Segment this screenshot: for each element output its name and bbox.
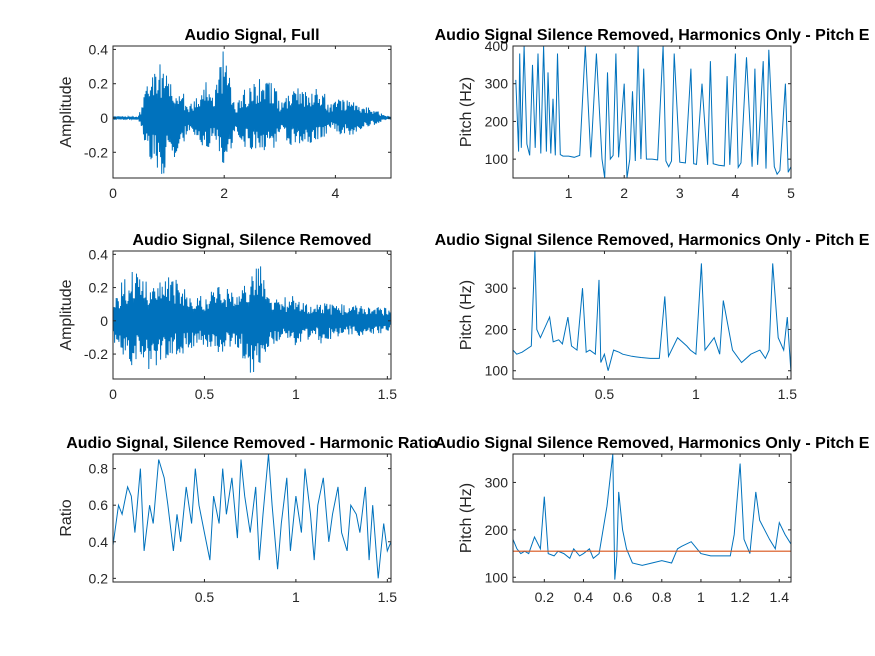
y-tick-label: 200 — [485, 113, 509, 129]
x-tick-label: 0.6 — [613, 589, 633, 605]
x-tick-label: 1 — [292, 386, 300, 402]
series-line — [515, 46, 791, 178]
y-tick-label: 200 — [485, 321, 509, 337]
x-tick-label: 1.5 — [778, 386, 798, 402]
plot-content — [513, 454, 791, 580]
plot-title: Audio Signal, Silence Removed - Harmonic… — [66, 435, 438, 452]
x-tick-label: 0.8 — [652, 589, 672, 605]
plot-content — [113, 266, 391, 373]
plot-area — [513, 454, 791, 582]
axes-box — [112, 453, 392, 583]
subplot-4: 0.5 1 1.5 300 200 100 Pitch (Hz) Audio Signal S… — [435, 232, 870, 402]
x-tick-label: 4 — [732, 185, 740, 201]
y-tick-label: 0.2 — [89, 570, 109, 586]
y-tick-label: 0.2 — [89, 280, 109, 296]
x-tick-label: 1.5 — [378, 386, 398, 402]
signal-waveform — [113, 266, 391, 373]
y-axis-label: Ratio — [58, 499, 75, 536]
y-tick-label: 300 — [485, 474, 509, 490]
x-tick-label: 5 — [787, 185, 795, 201]
signal-waveform — [113, 51, 391, 174]
x-tick-label: 0.2 — [535, 589, 555, 605]
y-tick-label: 0.4 — [89, 534, 109, 550]
subplot-2: 1 2 3 4 5 400 300 200 100 Pitch (Hz) Audio Signal … — [435, 27, 870, 201]
y-tick-label: 100 — [485, 151, 509, 167]
axes-box — [512, 453, 792, 583]
y-tick-label: 0 — [100, 110, 108, 126]
x-tick-label: 0.4 — [574, 589, 594, 605]
y-tick-label: 100 — [485, 569, 509, 585]
y-tick-label: 0.4 — [89, 41, 109, 57]
y-tick-label: 200 — [485, 522, 509, 538]
x-tick-label: 2 — [220, 185, 228, 201]
plot-content — [513, 251, 791, 373]
plot-content — [515, 46, 791, 178]
axes-box — [512, 250, 792, 380]
subplot-1: 0 2 4 0.4 0.2 0 -0.2 Amplitude Audio Signal, Ful… — [58, 27, 392, 201]
series-line — [113, 454, 391, 579]
y-axis-label: Amplitude — [58, 76, 75, 147]
x-tick-label: 1.4 — [770, 589, 790, 605]
plot-title: Audio Signal, Silence Removed — [132, 232, 371, 249]
plot-title: Audio Signal Silence Removed, Harmonics … — [435, 435, 870, 452]
x-tick-label: 0 — [109, 185, 117, 201]
subplot-6: 0.2 0.4 0.6 0.8 1 1.2 1.4 300 200 100 Pitch (Hz) Au… — [435, 435, 870, 605]
y-axis-label: Pitch (Hz) — [458, 77, 475, 147]
subplot-5: 0.5 1 1.5 0.8 0.6 0.4 0.2 Ratio Audio Signal, Si… — [58, 435, 438, 605]
subplot-3: 0 0.5 1 1.5 0.4 0.2 0 -0.2 Amplitude Audio Signal… — [58, 232, 397, 402]
x-tick-label: 1 — [565, 185, 573, 201]
axes-box — [112, 45, 392, 179]
plot-content — [113, 51, 391, 174]
y-tick-label: -0.2 — [84, 346, 108, 362]
axes-box — [512, 45, 792, 179]
y-axis-label: Pitch (Hz) — [458, 483, 475, 553]
x-tick-label: 1 — [292, 589, 300, 605]
x-tick-label: 1 — [697, 589, 705, 605]
x-tick-label: 0.5 — [195, 589, 215, 605]
plot-content — [113, 454, 391, 579]
series-line — [513, 251, 791, 373]
y-tick-label: 100 — [485, 363, 509, 379]
x-tick-label: 0 — [109, 386, 117, 402]
x-tick-label: 1.5 — [378, 589, 398, 605]
y-axis-label: Pitch (Hz) — [458, 280, 475, 350]
x-tick-label: 0.5 — [195, 386, 215, 402]
y-tick-label: 0 — [100, 313, 108, 329]
series-line — [513, 454, 791, 580]
y-tick-label: 400 — [485, 38, 509, 54]
x-tick-label: 3 — [676, 185, 684, 201]
x-tick-label: 1.2 — [730, 589, 750, 605]
y-tick-label: -0.2 — [84, 144, 108, 160]
plot-title: Audio Signal Silence Removed, Harmonics … — [435, 27, 870, 44]
y-axis-label: Amplitude — [58, 279, 75, 350]
plot-title: Audio Signal Silence Removed, Harmonics … — [435, 232, 870, 249]
y-tick-label: 0.2 — [89, 76, 109, 92]
y-tick-label: 300 — [485, 280, 509, 296]
x-tick-label: 4 — [332, 185, 340, 201]
y-tick-label: 0.6 — [89, 497, 109, 513]
y-tick-label: 0.4 — [89, 246, 109, 262]
axes-box — [112, 250, 392, 380]
plot-area — [513, 251, 791, 379]
x-tick-label: 1 — [692, 386, 700, 402]
plot-title: Audio Signal, Full — [184, 27, 319, 44]
x-tick-label: 2 — [620, 185, 628, 201]
x-tick-label: 0.5 — [595, 386, 615, 402]
y-tick-label: 300 — [485, 76, 509, 92]
y-tick-label: 0.8 — [89, 461, 109, 477]
